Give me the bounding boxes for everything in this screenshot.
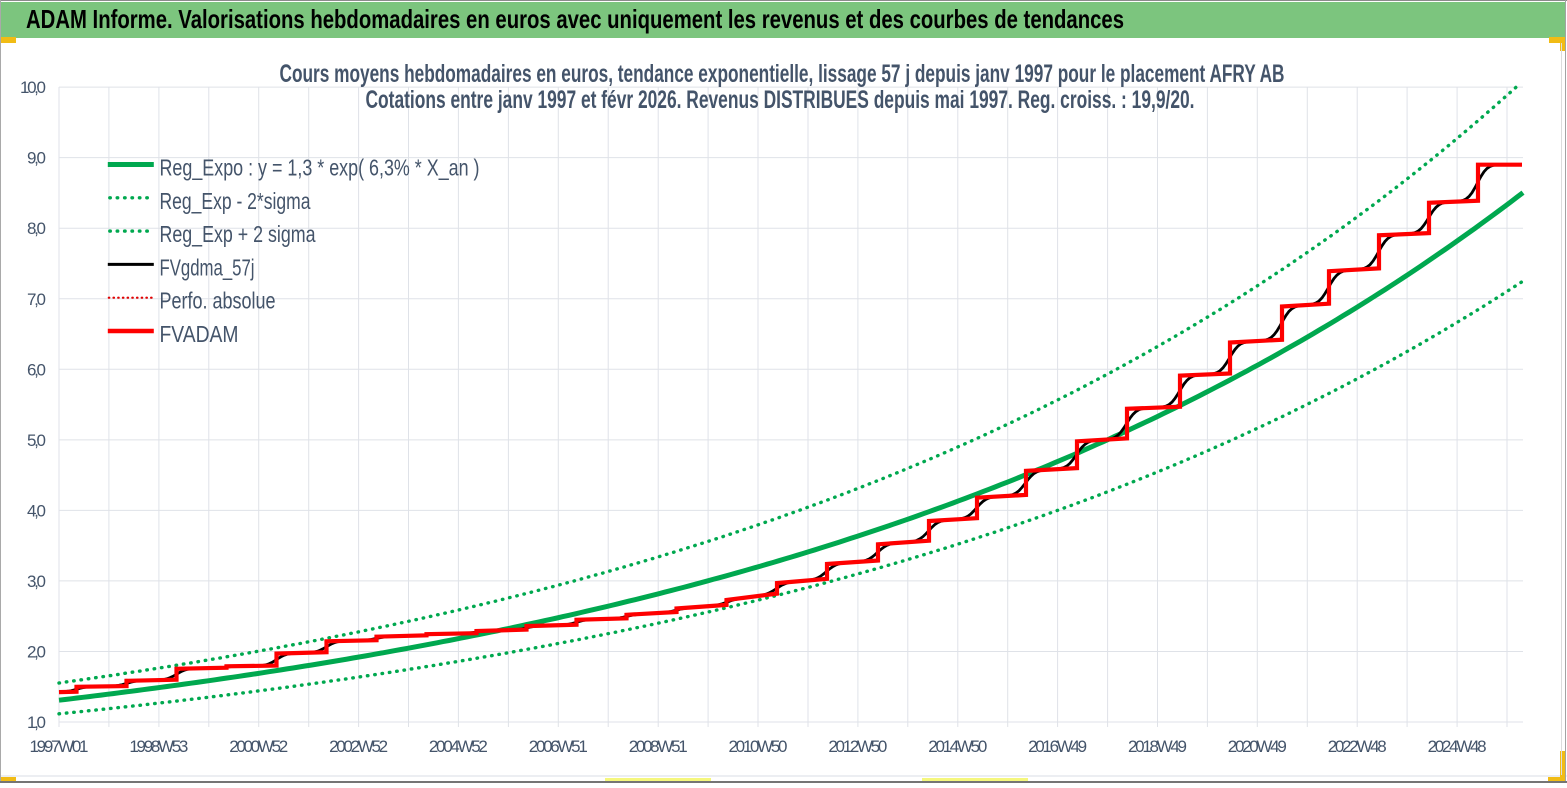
svg-text:2014W50: 2014W50: [928, 737, 987, 756]
svg-text:3,0: 3,0: [27, 572, 46, 591]
svg-text:5,0: 5,0: [27, 431, 46, 450]
svg-text:2016W49: 2016W49: [1028, 737, 1087, 756]
svg-text:9,0: 9,0: [27, 149, 46, 168]
svg-text:2004W52: 2004W52: [429, 737, 488, 756]
svg-text:2,0: 2,0: [27, 643, 46, 662]
svg-text:2024W48: 2024W48: [1428, 737, 1487, 756]
svg-text:2010W50: 2010W50: [729, 737, 788, 756]
svg-text:8,0: 8,0: [27, 219, 46, 238]
svg-text:2012W50: 2012W50: [828, 737, 887, 756]
svg-text:1997W01: 1997W01: [30, 737, 89, 756]
svg-text:FVgdma_57j: FVgdma_57j: [160, 254, 255, 280]
svg-text:ADAM Informe. Valorisations he: ADAM Informe. Valorisations hebdomadaire…: [26, 4, 1124, 34]
svg-text:1998W53: 1998W53: [129, 737, 188, 756]
svg-text:Reg_Expo : y = 1,3 * exp( 6,3%: Reg_Expo : y = 1,3 * exp( 6,3% * X_an ): [160, 155, 480, 181]
svg-text:2008W51: 2008W51: [629, 737, 688, 756]
svg-text:2000W52: 2000W52: [229, 737, 288, 756]
svg-text:2020W49: 2020W49: [1228, 737, 1287, 756]
svg-text:FVADAM: FVADAM: [160, 321, 239, 347]
svg-text:7,0: 7,0: [27, 290, 46, 309]
svg-text:Cours moyens hebdomadaires en: Cours moyens hebdomadaires en euros, ten…: [280, 60, 1285, 88]
svg-text:Cotations entre janv 1997 et f: Cotations entre janv 1997 et févr 2026. …: [366, 86, 1195, 114]
svg-text:10,0: 10,0: [20, 78, 46, 97]
svg-text:Reg_Exp - 2*sigma: Reg_Exp - 2*sigma: [160, 188, 311, 214]
svg-text:1,0: 1,0: [27, 713, 46, 732]
svg-text:2006W51: 2006W51: [529, 737, 588, 756]
svg-text:6,0: 6,0: [27, 360, 46, 379]
svg-text:4,0: 4,0: [27, 501, 46, 520]
svg-text:Reg_Exp + 2 sigma: Reg_Exp + 2 sigma: [160, 221, 316, 247]
svg-text:2022W48: 2022W48: [1328, 737, 1387, 756]
svg-text:Perfo. absolue: Perfo. absolue: [160, 288, 276, 314]
svg-text:2002W52: 2002W52: [329, 737, 388, 756]
svg-text:2018W49: 2018W49: [1128, 737, 1187, 756]
